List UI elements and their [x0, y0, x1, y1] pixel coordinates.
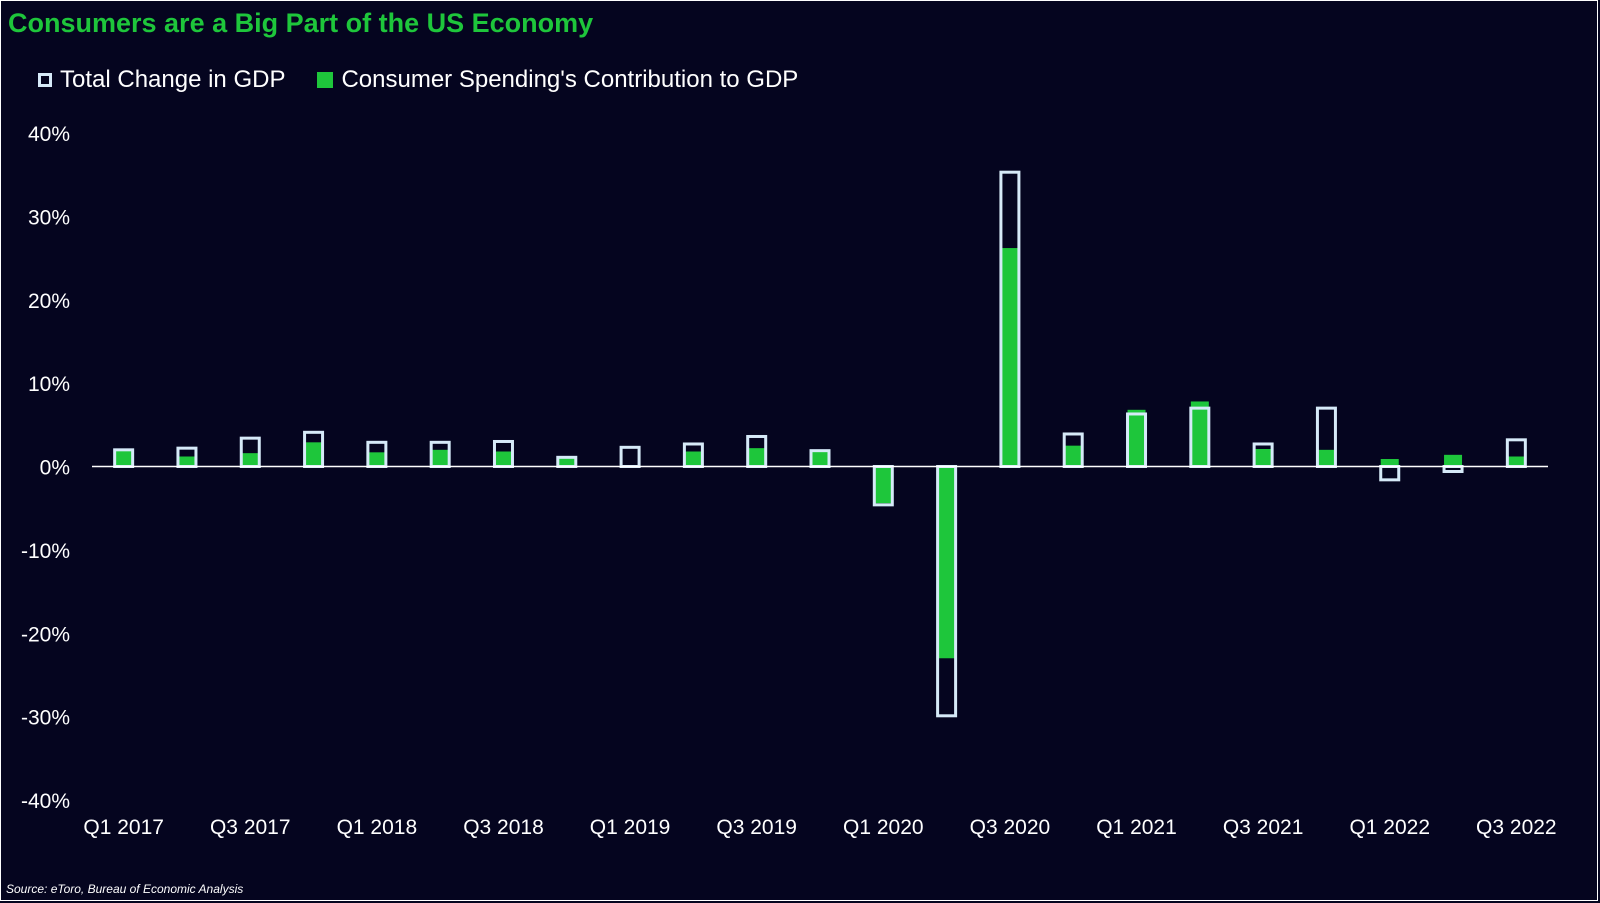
legend-swatch-outline — [38, 73, 52, 87]
y-tick-label: 30% — [28, 206, 70, 229]
x-tick-label: Q3 2020 — [970, 816, 1051, 839]
legend-item-total-gdp: Total Change in GDP — [38, 66, 285, 94]
consumer-spending-bar — [114, 450, 133, 467]
x-tick-label: Q3 2018 — [463, 816, 544, 839]
consumer-spending-bar — [1317, 449, 1336, 467]
y-tick-label: -30% — [21, 707, 70, 730]
legend-item-consumer-spending: Consumer Spending's Contribution to GDP — [317, 66, 798, 94]
x-tick-label: Q3 2021 — [1223, 816, 1304, 839]
y-tick-label: -40% — [21, 790, 70, 813]
x-tick-label: Q3 2022 — [1476, 816, 1557, 839]
y-tick-label: -20% — [21, 623, 70, 646]
legend-label-consumer-spending: Consumer Spending's Contribution to GDP — [341, 66, 799, 93]
chart-title: Consumers are a Big Part of the US Econo… — [8, 8, 594, 38]
x-tick-label: Q1 2018 — [337, 816, 418, 839]
consumer-spending-bar — [1507, 456, 1526, 467]
y-tick-label: 40% — [28, 123, 70, 146]
consumer-spending-bar — [1190, 401, 1209, 467]
legend: Total Change in GDP Consumer Spending's … — [38, 66, 830, 94]
consumer-spending-bar — [684, 451, 703, 467]
consumer-spending-bar — [1127, 409, 1146, 467]
consumer-spending-bar — [557, 457, 576, 467]
consumer-spending-bar — [811, 451, 829, 467]
legend-label-total-gdp: Total Change in GDP — [60, 66, 286, 93]
y-tick-label: 10% — [28, 373, 70, 396]
total-gdp-bar — [1379, 465, 1401, 482]
total-gdp-bar — [1442, 465, 1464, 474]
x-tick-label: Q1 2019 — [590, 816, 671, 839]
x-tick-label: Q1 2017 — [83, 816, 164, 839]
y-tick-label: 20% — [28, 290, 70, 313]
x-tick-label: Q1 2022 — [1349, 816, 1430, 839]
total-gdp-bar — [619, 445, 641, 469]
consumer-spending-bar — [177, 456, 196, 467]
x-tick-label: Q3 2017 — [210, 816, 291, 839]
consumer-spending-bar — [1000, 248, 1019, 467]
consumer-spending-bar — [1254, 448, 1273, 467]
y-tick-label: 0% — [40, 457, 70, 480]
consumer-spending-bar — [874, 466, 893, 504]
consumer-spending-bar — [304, 442, 323, 467]
consumer-spending-bar — [1444, 454, 1463, 467]
consumer-spending-bar — [241, 453, 260, 467]
source-note: Source: eToro, Bureau of Economic Analys… — [6, 882, 244, 896]
consumer-spending-bar — [367, 452, 386, 467]
x-tick-label: Q1 2020 — [843, 816, 924, 839]
consumer-spending-bar — [1380, 458, 1399, 467]
consumer-spending-bar — [431, 449, 450, 467]
x-tick-label: Q3 2019 — [716, 816, 797, 839]
x-tick-label: Q1 2021 — [1096, 816, 1177, 839]
consumer-spending-bar — [494, 451, 513, 467]
y-tick-label: -10% — [21, 540, 70, 563]
consumer-spending-bar — [1064, 445, 1083, 467]
consumer-spending-bar — [747, 448, 766, 467]
legend-swatch-fill — [317, 72, 334, 88]
consumer-spending-bar — [937, 466, 956, 659]
